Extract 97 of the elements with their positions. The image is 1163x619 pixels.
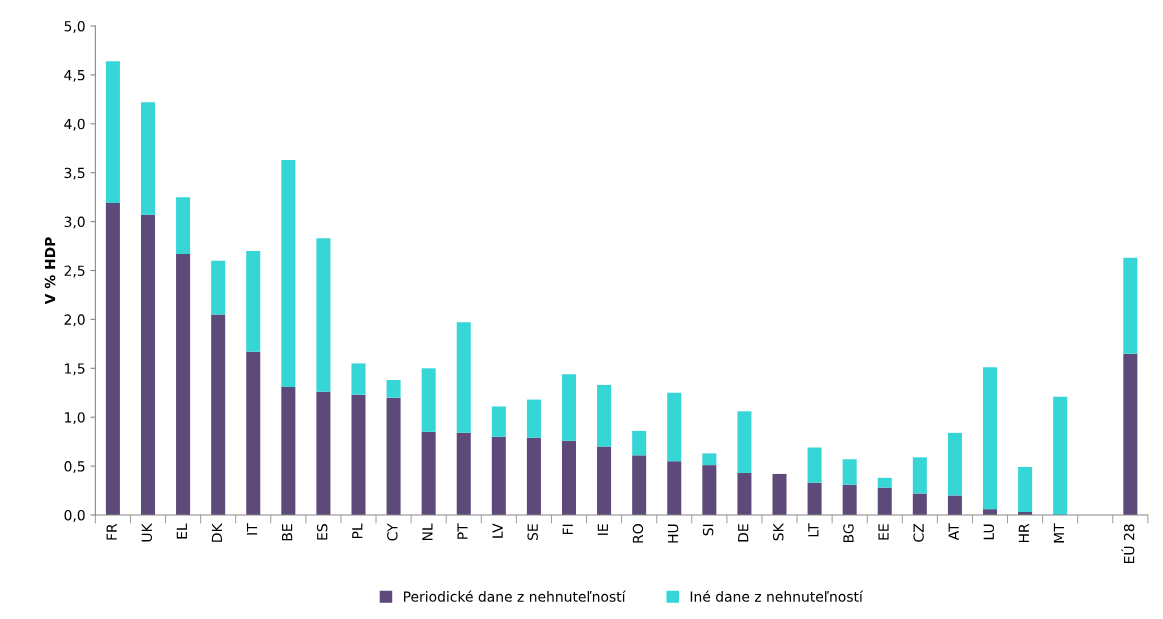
bar bbox=[140, 214, 156, 516]
bar bbox=[877, 477, 892, 488]
y-tick-label: 0,0 bbox=[64, 509, 85, 522]
bar bbox=[912, 493, 927, 516]
x-tick-label: EÚ 28 bbox=[1121, 524, 1135, 564]
y-tick-label: 3,5 bbox=[64, 167, 85, 180]
bar bbox=[947, 495, 962, 516]
x-tick-label: HR bbox=[1018, 523, 1029, 543]
bar bbox=[105, 61, 120, 204]
bar bbox=[1018, 467, 1033, 513]
bar bbox=[667, 461, 682, 516]
bar bbox=[176, 197, 191, 254]
x-tick-label: FI bbox=[562, 524, 573, 535]
bar bbox=[597, 384, 612, 447]
bar bbox=[667, 392, 682, 462]
y-tick-label: 4,0 bbox=[64, 118, 85, 131]
bar bbox=[316, 238, 331, 392]
bar bbox=[351, 394, 366, 516]
legend-label: Periodické dane z nehnuteľností bbox=[403, 590, 626, 602]
x-tick-label: PT bbox=[457, 523, 468, 539]
x-tick-label: LV bbox=[492, 523, 503, 538]
x-tick-label: IE bbox=[597, 524, 608, 535]
bar bbox=[281, 386, 296, 516]
bar bbox=[386, 380, 401, 398]
x-tick-label: SK bbox=[773, 523, 784, 541]
x-tick-label: NL bbox=[422, 523, 433, 541]
y-tick-label: 0,5 bbox=[64, 461, 85, 473]
bar bbox=[702, 465, 717, 516]
bar bbox=[982, 367, 998, 510]
bar bbox=[561, 440, 577, 516]
bar bbox=[176, 253, 191, 516]
y-tick-label: 1,5 bbox=[65, 363, 85, 376]
bar bbox=[702, 453, 717, 466]
bar bbox=[1053, 396, 1068, 516]
bar bbox=[316, 391, 331, 516]
x-tick-label: BE bbox=[282, 524, 293, 541]
x-tick-label: HU bbox=[667, 524, 679, 543]
x-tick-label: BG bbox=[843, 524, 854, 543]
bar bbox=[737, 472, 752, 516]
x-tick-label: FR bbox=[106, 523, 117, 540]
bar bbox=[456, 432, 471, 516]
x-tick-label: SE bbox=[527, 524, 538, 541]
bar bbox=[456, 322, 471, 433]
bar bbox=[772, 473, 787, 516]
bar bbox=[561, 374, 577, 441]
x-tick-label: EL bbox=[176, 523, 187, 539]
bar bbox=[597, 446, 612, 516]
bar bbox=[351, 363, 366, 395]
bar bbox=[912, 457, 927, 494]
y-tick-label: 2,0 bbox=[64, 314, 85, 327]
x-tick-label: PL bbox=[352, 523, 363, 539]
bar bbox=[632, 430, 647, 456]
y-tick-label: 2,5 bbox=[64, 265, 85, 278]
x-tick-label: RO bbox=[632, 524, 644, 543]
bar bbox=[807, 482, 822, 516]
x-tick-label: DE bbox=[738, 524, 749, 542]
x-tick-label: DK bbox=[211, 523, 222, 542]
bar bbox=[211, 314, 226, 516]
bar bbox=[246, 351, 261, 516]
bar bbox=[491, 406, 506, 437]
y-tick-label: 4,5 bbox=[64, 70, 85, 82]
bar bbox=[421, 431, 436, 516]
bar bbox=[140, 102, 156, 215]
bar bbox=[737, 411, 752, 473]
bar bbox=[526, 399, 541, 438]
bar bbox=[386, 397, 401, 516]
bar bbox=[1123, 353, 1138, 516]
bar bbox=[1123, 257, 1138, 354]
bar bbox=[842, 484, 857, 516]
bar bbox=[877, 487, 892, 516]
x-tick-label: LU bbox=[983, 524, 995, 540]
y-axis-title: V % HDP bbox=[44, 237, 56, 305]
y-tick-label: 3,0 bbox=[64, 216, 85, 229]
bar bbox=[526, 437, 541, 516]
x-tick-label: CZ bbox=[913, 523, 924, 542]
y-tick-label: 5,0 bbox=[64, 20, 85, 33]
bar bbox=[947, 432, 962, 496]
bar bbox=[246, 250, 261, 352]
x-tick-label: EE bbox=[878, 524, 889, 540]
x-tick-label: ES bbox=[316, 524, 328, 540]
bar bbox=[211, 260, 226, 315]
x-tick-label: UK bbox=[141, 523, 153, 542]
y-tick-label: 1,0 bbox=[65, 412, 85, 425]
x-tick-label: MT bbox=[1053, 523, 1064, 543]
x-tick-label: CY bbox=[387, 523, 398, 541]
bar bbox=[491, 436, 506, 516]
bar bbox=[842, 459, 857, 485]
x-tick-label: IT bbox=[246, 523, 258, 535]
x-tick-label: SI bbox=[702, 524, 714, 536]
bar bbox=[281, 159, 296, 387]
bar bbox=[421, 368, 436, 432]
x-tick-label: AT bbox=[948, 523, 959, 541]
legend-label: Iné dane z nehnuteľností bbox=[690, 590, 864, 602]
x-tick-label: LT bbox=[808, 523, 819, 537]
bar bbox=[632, 455, 647, 516]
bar bbox=[105, 203, 120, 516]
bar bbox=[807, 447, 822, 483]
